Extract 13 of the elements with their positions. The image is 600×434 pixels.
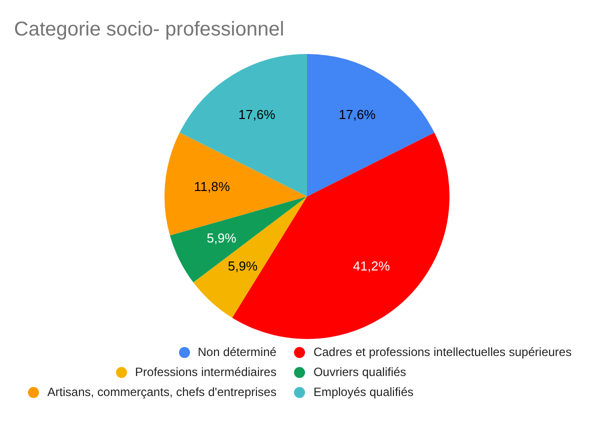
data-label: 5,9% xyxy=(206,230,237,246)
legend-label: Professions intermédiaires xyxy=(135,365,276,379)
data-label: 5,9% xyxy=(228,258,258,274)
legend-label: Non déterminé xyxy=(198,345,276,359)
data-label: 41,2% xyxy=(353,258,390,274)
chart-title: Categorie socio- professionnel xyxy=(14,18,284,41)
data-label: 17,6% xyxy=(238,106,276,122)
legend-label: Artisans, commerçants, chefs d'entreprises xyxy=(47,385,276,399)
legend-label: Cadres et professions intellectuelles supérieures xyxy=(313,345,572,359)
legend-label: Employés qualifiés xyxy=(313,385,414,399)
legend-label: Ouvriers qualifiés xyxy=(313,365,406,379)
data-label: 17,6% xyxy=(338,106,376,122)
data-label: 11,8% xyxy=(194,179,230,194)
